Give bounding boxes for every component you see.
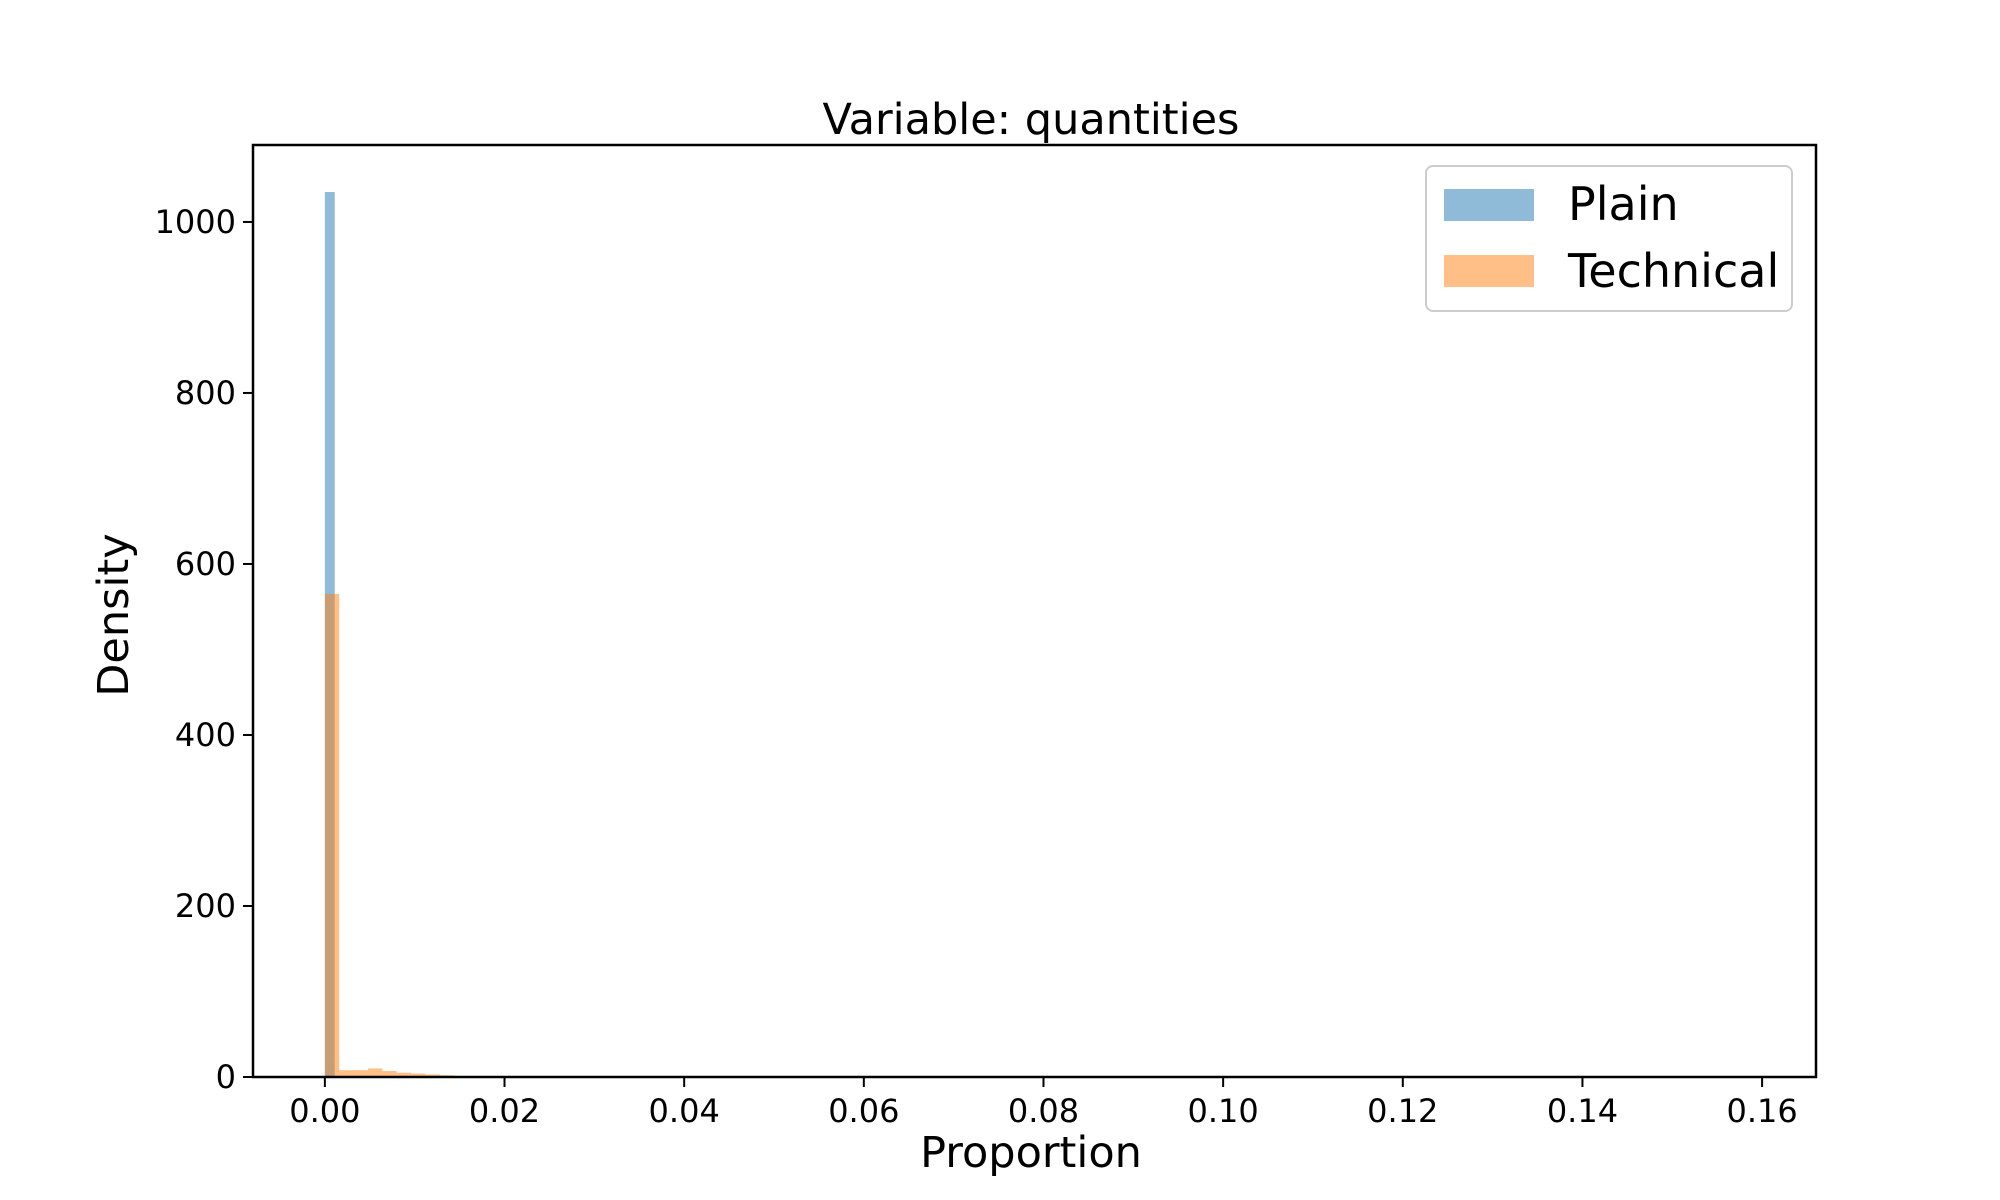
- histogram-bar-technical-4: [382, 1071, 397, 1077]
- x-tick-label: 0.16: [1726, 1092, 1797, 1130]
- y-axis-ticks: 0 200 400 600 800 1000: [155, 203, 253, 1096]
- histogram-bar-technical-6: [411, 1073, 426, 1077]
- y-axis-label: Density: [89, 533, 139, 696]
- x-tick-label: 0.14: [1547, 1092, 1618, 1130]
- y-tick-label: 800: [175, 374, 236, 412]
- plot-frame: [251, 143, 1818, 1079]
- x-axis-ticks: 0.00 0.02 0.04 0.06 0.08 0.10 0.12 0.14 0.16: [289, 1077, 1798, 1130]
- histogram-bar-technical-5: [396, 1072, 412, 1077]
- chart-title: Variable: quantities: [823, 95, 1240, 145]
- y-tick-label: 400: [175, 716, 236, 754]
- y-tick-label: 1000: [155, 203, 236, 241]
- x-tick-label: 0.12: [1367, 1092, 1438, 1130]
- legend-swatch-technical: [1444, 255, 1534, 287]
- legend-label-technical: Technical: [1567, 244, 1779, 298]
- legend: Plain Technical: [1425, 165, 1793, 312]
- x-tick-label: 0.06: [828, 1092, 899, 1130]
- x-tick-label: 0.04: [649, 1092, 720, 1130]
- legend-swatch-plain: [1444, 189, 1534, 221]
- histogram-bar-technical-2: [353, 1070, 368, 1077]
- x-axis-label: Proportion: [920, 1128, 1142, 1178]
- histogram-bar-technical-3: [367, 1068, 383, 1077]
- x-tick-label: 0.00: [289, 1092, 360, 1130]
- histogram-bar-technical-1: [339, 1070, 354, 1077]
- legend-label-plain: Plain: [1568, 177, 1679, 231]
- plot-bars: [324, 192, 483, 1077]
- x-tick-label: 0.02: [469, 1092, 540, 1130]
- histogram-bar-technical-0: [324, 593, 340, 1077]
- histogram-bar-technical-7: [425, 1074, 440, 1077]
- y-tick-label: 200: [175, 887, 236, 925]
- y-tick-label: 0: [216, 1058, 236, 1096]
- x-tick-label: 0.08: [1008, 1092, 1079, 1130]
- y-tick-label: 600: [175, 545, 236, 583]
- x-tick-label: 0.10: [1188, 1092, 1259, 1130]
